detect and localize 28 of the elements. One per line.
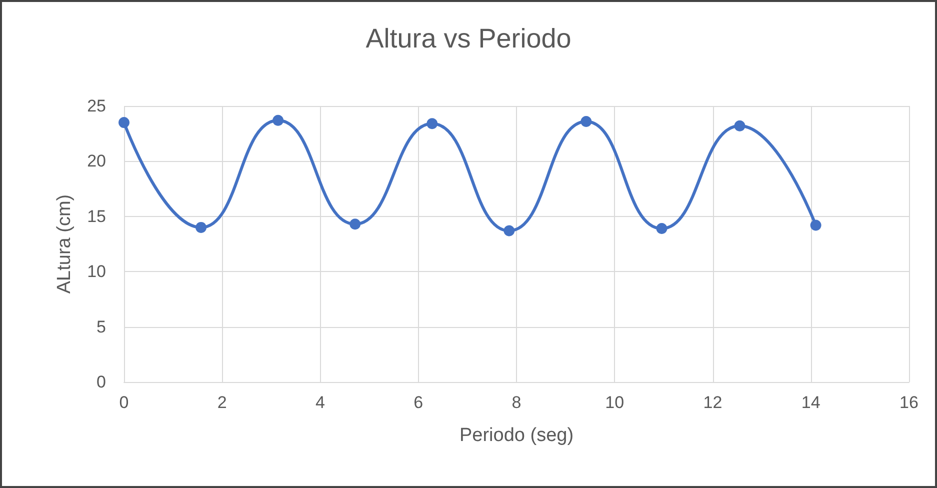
x-tick-label: 6 xyxy=(414,393,424,412)
x-tick-label: 16 xyxy=(900,393,918,412)
x-tick-label: 12 xyxy=(703,393,722,412)
point xyxy=(580,116,592,127)
x-tick-label: 4 xyxy=(316,393,325,412)
point xyxy=(504,225,515,236)
y-tick-label: 10 xyxy=(87,262,106,282)
point xyxy=(196,222,207,233)
point xyxy=(656,223,668,234)
x-tick-label: 8 xyxy=(512,393,522,412)
x-tick-label: 10 xyxy=(605,393,624,412)
y-tick-label: 20 xyxy=(87,152,106,171)
y-tick-label: 15 xyxy=(87,206,106,226)
chart-title: Altura vs Periodo xyxy=(366,24,572,54)
point xyxy=(350,218,361,230)
x-tick-label: 2 xyxy=(217,393,227,412)
x-tick-label: 0 xyxy=(119,393,129,412)
y-axis-title: ALtura (cm) xyxy=(54,194,75,294)
x-tick-label: 14 xyxy=(801,393,820,412)
y-tick-label: 0 xyxy=(96,372,106,392)
y-tick-label: 5 xyxy=(96,317,106,336)
y-tick-label: 25 xyxy=(87,96,106,116)
point xyxy=(272,114,284,126)
point xyxy=(810,220,822,231)
point xyxy=(734,120,746,132)
point xyxy=(426,118,438,130)
x-axis-title: Periodo (seg) xyxy=(459,425,574,446)
point xyxy=(118,117,130,128)
